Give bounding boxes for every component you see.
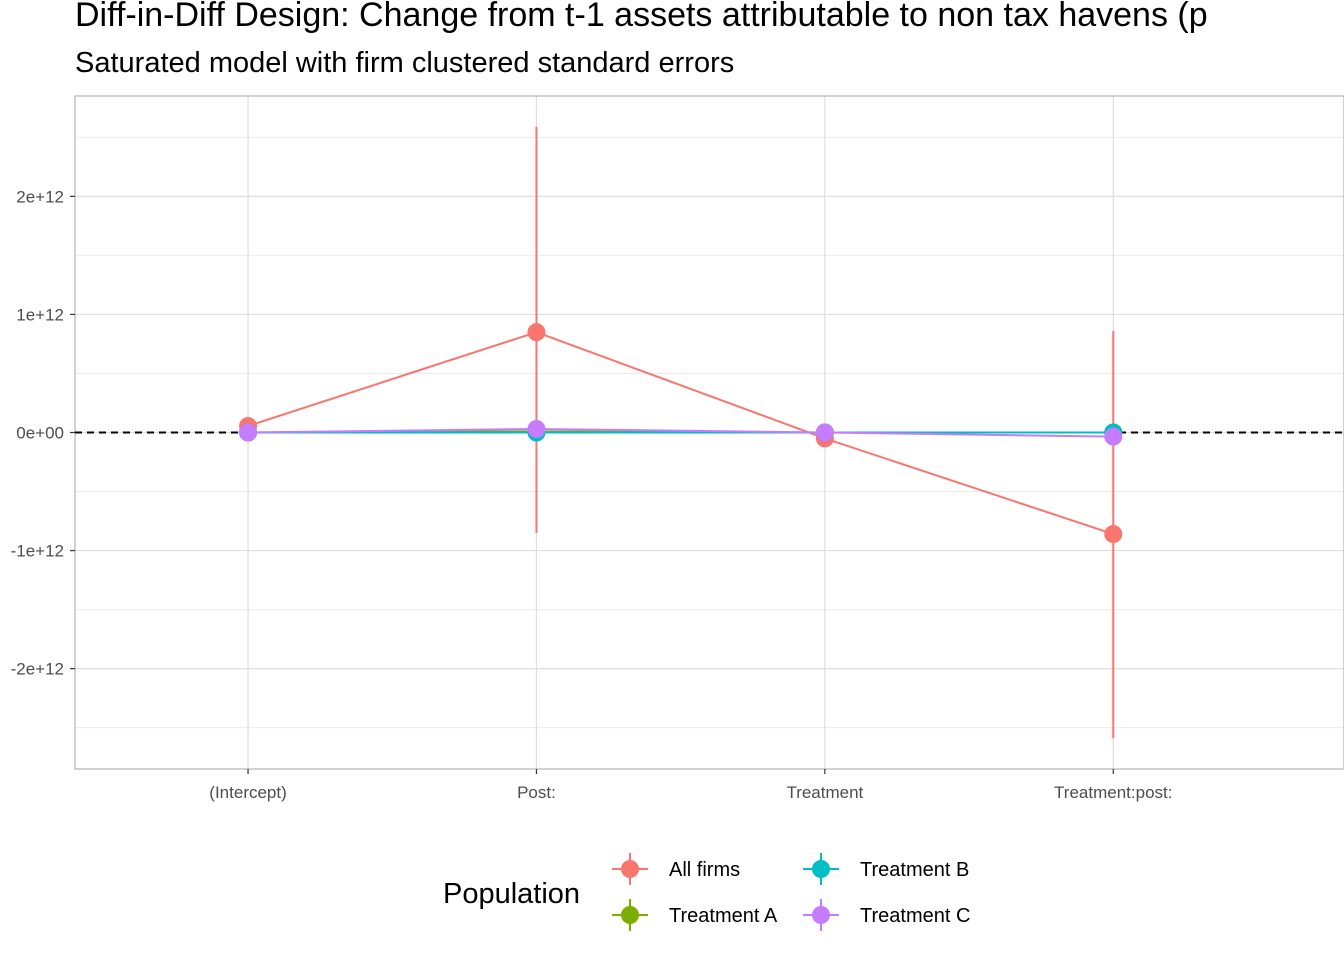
y-tick-label: -1e+12 (11, 542, 64, 561)
y-axis-ticks: -2e+12 -1e+12 0e+00 1e+12 2e+12 (11, 187, 75, 679)
series-line (247, 331, 1114, 535)
series-all-firms (239, 126, 1123, 739)
series-layer (239, 126, 1123, 739)
legend-label: Treatment A (669, 905, 778, 927)
data-point (527, 323, 546, 342)
x-tick-label: (Intercept) (209, 783, 286, 802)
chart-subtitle: Saturated model with firm clustered stan… (75, 47, 735, 79)
data-point (1104, 525, 1123, 544)
legend-key-point (812, 860, 830, 878)
legend-label: Treatment B (860, 859, 969, 881)
legend-label: Treatment C (860, 905, 970, 927)
y-tick-label: 2e+12 (16, 187, 64, 206)
legend-key-point (812, 906, 830, 924)
data-point (1104, 427, 1123, 446)
legend-key-point (621, 860, 639, 878)
y-tick-label: 0e+00 (16, 424, 64, 443)
legend-key-treatment-b: Treatment B (803, 853, 969, 885)
x-axis-ticks: (Intercept) Post: Treatment Treatment:post: (209, 769, 1172, 802)
chart-title: Diff-in-Diff Design: Change from t-1 ass… (75, 0, 1208, 34)
series-line (248, 427, 1114, 438)
legend-key-all-firms: All firms (612, 853, 740, 885)
y-tick-label: 1e+12 (16, 305, 64, 324)
data-point (239, 423, 258, 442)
legend-key-treatment-a: Treatment A (612, 899, 778, 931)
data-point (815, 423, 834, 442)
x-tick-label: Treatment:post: (1054, 783, 1172, 802)
legend: Population All firms Treatment A Treatment… (443, 853, 970, 931)
x-tick-label: Treatment (786, 783, 863, 802)
legend-key-point (621, 906, 639, 924)
y-tick-label: -2e+12 (11, 660, 64, 679)
data-point (527, 419, 546, 438)
legend-key-treatment-c: Treatment C (803, 899, 970, 931)
series-treatment-c (239, 419, 1123, 446)
legend-label: All firms (669, 859, 740, 881)
x-tick-label: Post: (517, 783, 556, 802)
legend-title: Population (443, 878, 580, 910)
